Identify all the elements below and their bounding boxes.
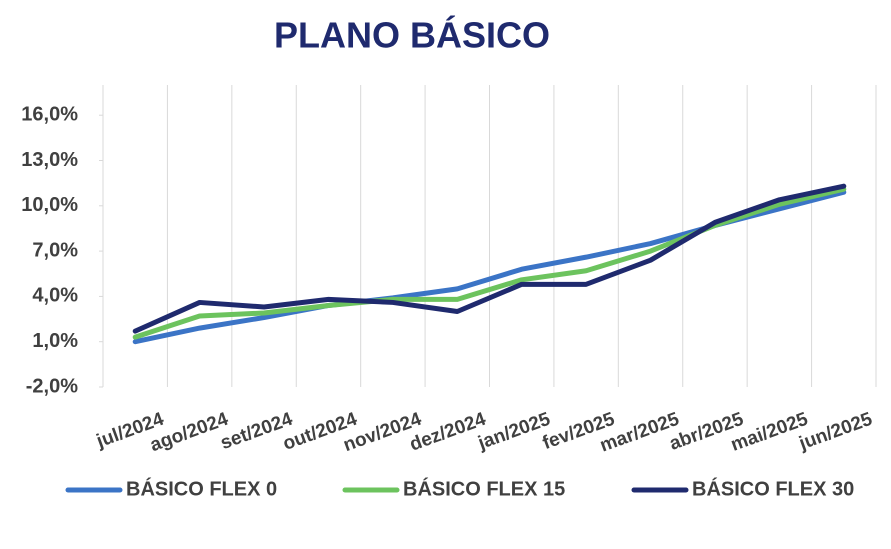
legend-label: BÁSICO FLEX 30 — [692, 477, 854, 500]
y-tick-label: 10,0% — [21, 194, 78, 216]
line-series — [132, 186, 847, 340]
y-tick-label: -2,0% — [26, 375, 78, 397]
y-tick-label: 13,0% — [21, 149, 78, 171]
x-tick-label: jan/2025 — [475, 409, 554, 455]
line-series — [132, 183, 847, 334]
chart-title: PLANO BÁSICO — [274, 15, 550, 56]
y-tick-label: 7,0% — [32, 239, 78, 261]
y-tick-label: 1,0% — [32, 330, 78, 352]
y-tick-label: 16,0% — [21, 103, 78, 125]
y-tick-label: 4,0% — [32, 285, 78, 307]
legend-label: BÁSICO FLEX 0 — [126, 477, 277, 500]
legend-label: BÁSICO FLEX 15 — [403, 477, 565, 500]
x-tick-label: jun/2025 — [796, 409, 876, 455]
